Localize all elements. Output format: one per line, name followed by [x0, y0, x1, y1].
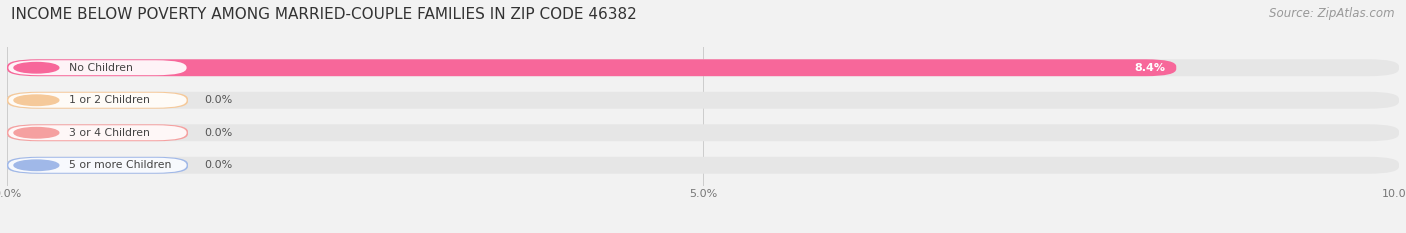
- Text: INCOME BELOW POVERTY AMONG MARRIED-COUPLE FAMILIES IN ZIP CODE 46382: INCOME BELOW POVERTY AMONG MARRIED-COUPL…: [11, 7, 637, 22]
- Text: 3 or 4 Children: 3 or 4 Children: [69, 128, 149, 138]
- FancyBboxPatch shape: [8, 158, 187, 173]
- FancyBboxPatch shape: [7, 92, 1399, 109]
- FancyBboxPatch shape: [7, 124, 1399, 141]
- Circle shape: [14, 62, 59, 73]
- Text: Source: ZipAtlas.com: Source: ZipAtlas.com: [1270, 7, 1395, 20]
- FancyBboxPatch shape: [8, 125, 187, 140]
- Text: 0.0%: 0.0%: [205, 128, 233, 138]
- FancyBboxPatch shape: [7, 124, 188, 141]
- Text: 5 or more Children: 5 or more Children: [69, 160, 172, 170]
- Text: 0.0%: 0.0%: [205, 95, 233, 105]
- FancyBboxPatch shape: [8, 60, 187, 75]
- FancyBboxPatch shape: [7, 59, 1177, 76]
- FancyBboxPatch shape: [8, 93, 187, 108]
- Circle shape: [14, 95, 59, 106]
- Text: 1 or 2 Children: 1 or 2 Children: [69, 95, 149, 105]
- FancyBboxPatch shape: [7, 157, 1399, 174]
- Circle shape: [14, 160, 59, 171]
- Text: No Children: No Children: [69, 63, 132, 73]
- Circle shape: [14, 127, 59, 138]
- FancyBboxPatch shape: [7, 157, 188, 174]
- Text: 8.4%: 8.4%: [1135, 63, 1166, 73]
- Text: 0.0%: 0.0%: [205, 160, 233, 170]
- FancyBboxPatch shape: [7, 59, 1399, 76]
- FancyBboxPatch shape: [7, 92, 188, 109]
